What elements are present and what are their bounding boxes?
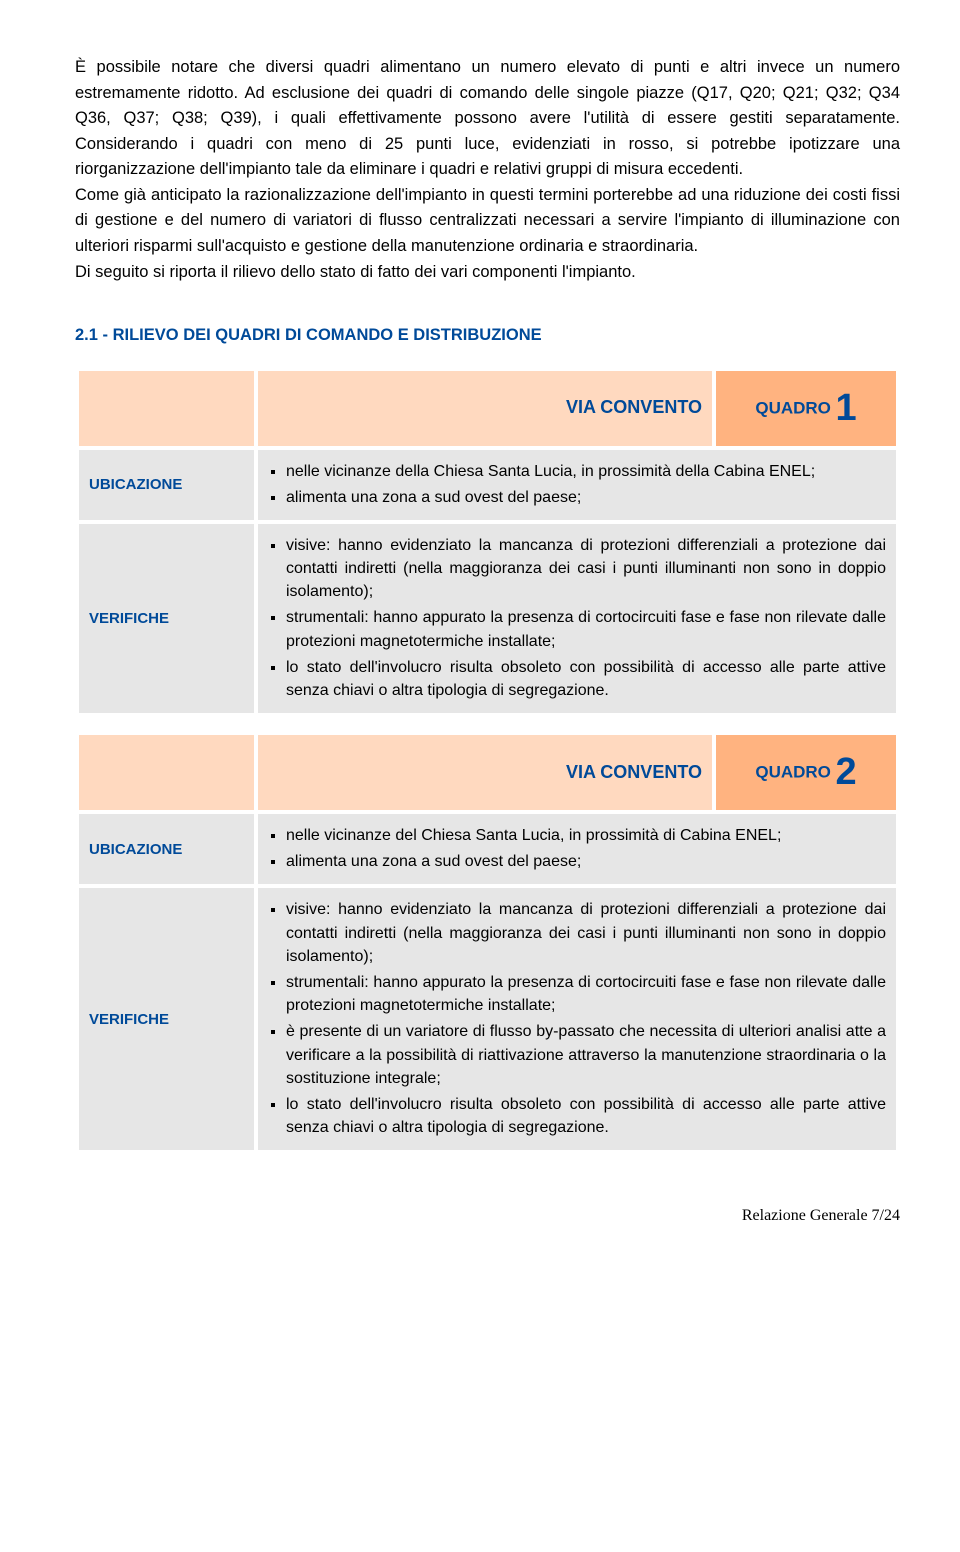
panel-quadro-2: VIA CONVENTO QUADRO 2 UBICAZIONE nelle v… [75, 731, 900, 1154]
paragraph: Come già anticipato la razionalizzazione… [75, 183, 900, 260]
row-label-ubicazione: UBICAZIONE [79, 450, 254, 520]
list-item: strumentali: hanno appurato la presenza … [286, 971, 886, 1017]
list-item: alimenta una zona a sud ovest del paese; [286, 486, 886, 509]
paragraph: Di seguito si riporta il rilievo dello s… [75, 260, 900, 286]
row-label-ubicazione: UBICAZIONE [79, 814, 254, 884]
list-item: nelle vicinanze della Chiesa Santa Lucia… [286, 460, 886, 483]
body-text: È possibile notare che diversi quadri al… [75, 55, 900, 285]
paragraph: È possibile notare che diversi quadri al… [75, 55, 900, 183]
list-item: visive: hanno evidenziato la mancanza di… [286, 898, 886, 968]
page-footer: Relazione Generale 7/24 [75, 1204, 900, 1229]
list-item: è presente di un variatore di flusso by-… [286, 1020, 886, 1090]
list-item: visive: hanno evidenziato la mancanza di… [286, 534, 886, 604]
header-via: VIA CONVENTO [258, 735, 712, 810]
list-item: lo stato dell'involucro risulta obsoleto… [286, 1093, 886, 1139]
header-blank [79, 371, 254, 446]
row-content-ubicazione: nelle vicinanze del Chiesa Santa Lucia, … [258, 814, 896, 884]
quadro-number: 1 [836, 387, 857, 429]
quadro-label: QUADRO [755, 762, 831, 781]
row-content-verifiche: visive: hanno evidenziato la mancanza di… [258, 524, 896, 713]
list-item: lo stato dell'involucro risulta obsoleto… [286, 656, 886, 702]
row-label-verifiche: VERIFICHE [79, 888, 254, 1150]
quadro-label: QUADRO [755, 398, 831, 417]
header-quadro: QUADRO 2 [716, 735, 896, 810]
header-quadro: QUADRO 1 [716, 371, 896, 446]
section-heading: 2.1 - RILIEVO DEI QUADRI DI COMANDO E DI… [75, 323, 900, 349]
list-item: nelle vicinanze del Chiesa Santa Lucia, … [286, 824, 886, 847]
quadro-number: 2 [836, 751, 857, 793]
row-label-verifiche: VERIFICHE [79, 524, 254, 713]
row-content-ubicazione: nelle vicinanze della Chiesa Santa Lucia… [258, 450, 896, 520]
row-content-verifiche: visive: hanno evidenziato la mancanza di… [258, 888, 896, 1150]
list-item: alimenta una zona a sud ovest del paese; [286, 850, 886, 873]
list-item: strumentali: hanno appurato la presenza … [286, 606, 886, 652]
panel-quadro-1: VIA CONVENTO QUADRO 1 UBICAZIONE nelle v… [75, 367, 900, 718]
header-via: VIA CONVENTO [258, 371, 712, 446]
header-blank [79, 735, 254, 810]
